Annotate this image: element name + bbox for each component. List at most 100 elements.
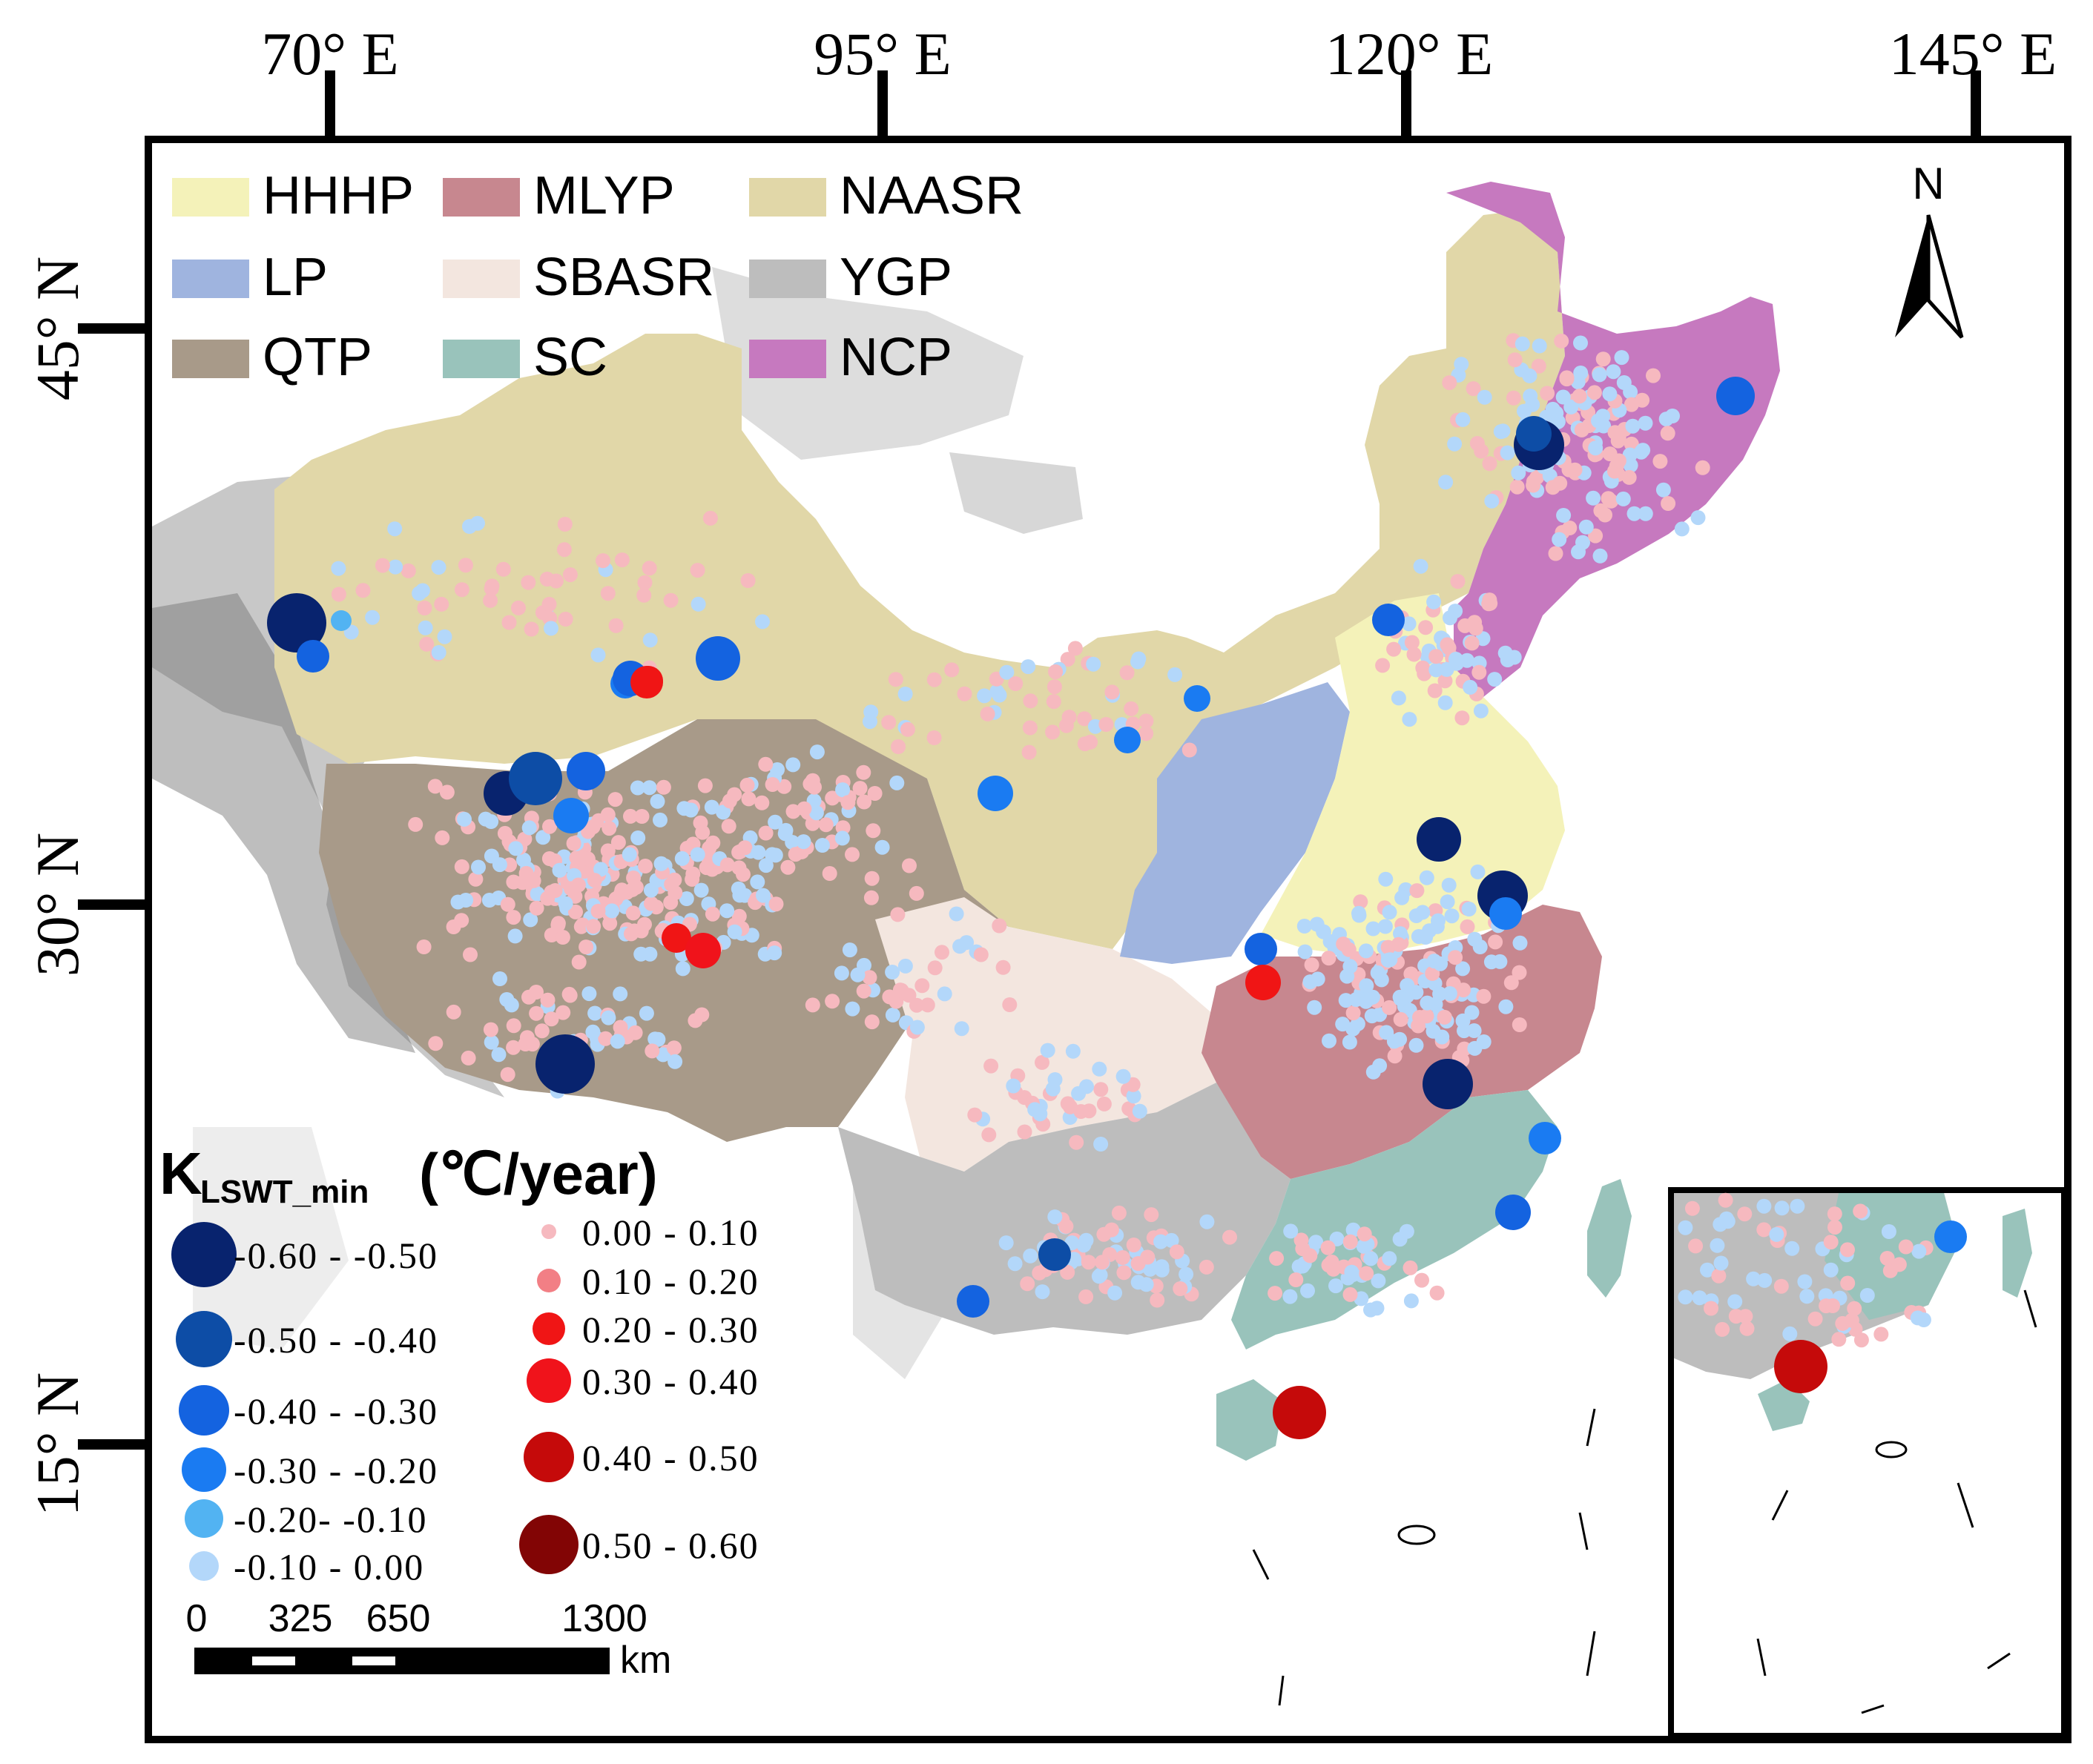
region-hhhp: [1261, 593, 1565, 957]
inset-point-41: [1678, 1220, 1693, 1235]
inset-point-65: [1727, 1294, 1743, 1309]
lake-point-330: [845, 847, 860, 862]
lake-point-354: [835, 820, 851, 836]
lake-point-908: [1363, 1302, 1378, 1318]
lake-point-696: [1611, 430, 1626, 446]
lake-point-947: [401, 563, 416, 578]
lake-point-205: [535, 830, 551, 845]
lake-point-239: [699, 860, 714, 876]
lake-point-510: [1370, 965, 1385, 980]
lake-point-853: [1095, 1255, 1110, 1270]
lake-point-500: [1408, 1037, 1424, 1053]
scale-tick-325: 325: [268, 1597, 333, 1640]
lake-point-965: [521, 575, 536, 590]
lake-point-762: [1093, 1082, 1109, 1097]
lake-point-463: [1483, 954, 1499, 970]
lake-point-509: [1379, 1025, 1394, 1040]
lake-point-674: [1621, 469, 1637, 485]
lake-point-665: [1572, 389, 1587, 404]
lake-point-856: [1107, 1285, 1123, 1301]
lake-point-1006: [926, 730, 942, 745]
lake-point-621: [1635, 443, 1651, 458]
lake-point-193: [695, 825, 711, 840]
north-arrow: N: [1895, 159, 1964, 339]
lake-point-731: [1457, 618, 1473, 633]
lake-point-318: [610, 1034, 625, 1049]
legend-title-unit: (℃/year): [419, 1141, 658, 1206]
lake-point-963: [483, 592, 498, 608]
inset-point-10: [1739, 1321, 1755, 1336]
legend-label-mlyp: MLYP: [533, 166, 675, 225]
lake-point-320: [780, 859, 796, 875]
lake-point-204: [454, 913, 469, 928]
lake-point-386: [1460, 919, 1475, 934]
lake-point-949: [511, 600, 526, 615]
lake-point-723: [1386, 641, 1402, 657]
lake-point-214: [727, 924, 742, 939]
legend-class-pos-5: 0.50 - 0.60: [582, 1524, 759, 1566]
inset-point-30: [1688, 1238, 1704, 1254]
lake-point-416: [1434, 1029, 1450, 1045]
lake-point-358: [765, 847, 779, 862]
lake-point-235: [653, 812, 668, 828]
lake-point-678: [1660, 426, 1675, 441]
lake-point-1011: [944, 662, 960, 678]
lake-point-581: [1690, 510, 1706, 526]
lake-point-997: [980, 706, 995, 721]
lake-point-974: [614, 552, 630, 568]
legend-class-neg-4: -0.20- -0.10: [234, 1499, 427, 1540]
lake-point-610: [1614, 350, 1629, 366]
lake-point-828: [1199, 1214, 1215, 1229]
lake-point-406: [1444, 908, 1460, 924]
legend-label-hhhp: HHHP: [263, 166, 414, 225]
lake-point-1013: [863, 704, 879, 720]
lake-point-276: [492, 971, 507, 986]
lake-point-909: [1320, 1240, 1336, 1255]
inset-point-32: [1718, 1192, 1733, 1208]
lake-point-771: [1035, 1054, 1049, 1070]
lake-point-673: [1484, 493, 1500, 509]
inset-point-62: [1898, 1239, 1914, 1255]
lake-point-921: [417, 601, 432, 615]
lake-point-757: [1448, 652, 1463, 667]
lake-point-295: [668, 1054, 683, 1069]
lake-point-926: [387, 521, 403, 537]
lake-point-930: [524, 621, 539, 637]
lake-point-large-8: [696, 636, 740, 681]
legend-swatch-hhhp: [172, 178, 249, 217]
inset-point-23: [1853, 1332, 1869, 1348]
lake-point-378: [840, 795, 856, 810]
lake-point-164: [624, 882, 640, 897]
lake-point-286: [446, 1004, 461, 1020]
lake-point-196: [638, 859, 653, 873]
legend-swatch-naasr: [749, 178, 826, 217]
scale-tick-1300: 1300: [561, 1597, 647, 1640]
lake-point-888: [1403, 1293, 1419, 1309]
lake-point-1018: [977, 688, 992, 704]
legend-dot-pos-4: [524, 1432, 574, 1482]
lake-point-493: [1302, 974, 1318, 990]
lake-point-521: [1393, 991, 1408, 1006]
lake-point-368: [777, 826, 793, 842]
lake-point-255: [633, 946, 649, 962]
lake-point-991: [957, 686, 972, 701]
lake-point-1025: [1131, 651, 1147, 667]
lake-point-1023: [900, 721, 915, 737]
lon-label-95: 95° E: [814, 20, 951, 87]
legend-label-ygp: YGP: [840, 248, 952, 307]
lake-point-289: [540, 992, 556, 1008]
lake-point-854: [1126, 1238, 1141, 1252]
lake-point-936: [558, 612, 573, 627]
lake-point-982: [1046, 694, 1061, 710]
lake-point-1020: [1124, 701, 1139, 716]
lake-point-337: [856, 764, 871, 780]
lake-point-253: [529, 900, 544, 916]
lake-point-894: [1363, 1251, 1379, 1266]
lake-point-264: [504, 997, 519, 1013]
lake-point-325: [751, 845, 766, 860]
lake-point-large-18: [1489, 897, 1522, 930]
lake-point-246: [566, 836, 581, 851]
lake-point-185: [550, 917, 566, 933]
lake-point-271: [688, 1013, 703, 1028]
inset-point-2: [1881, 1224, 1896, 1239]
